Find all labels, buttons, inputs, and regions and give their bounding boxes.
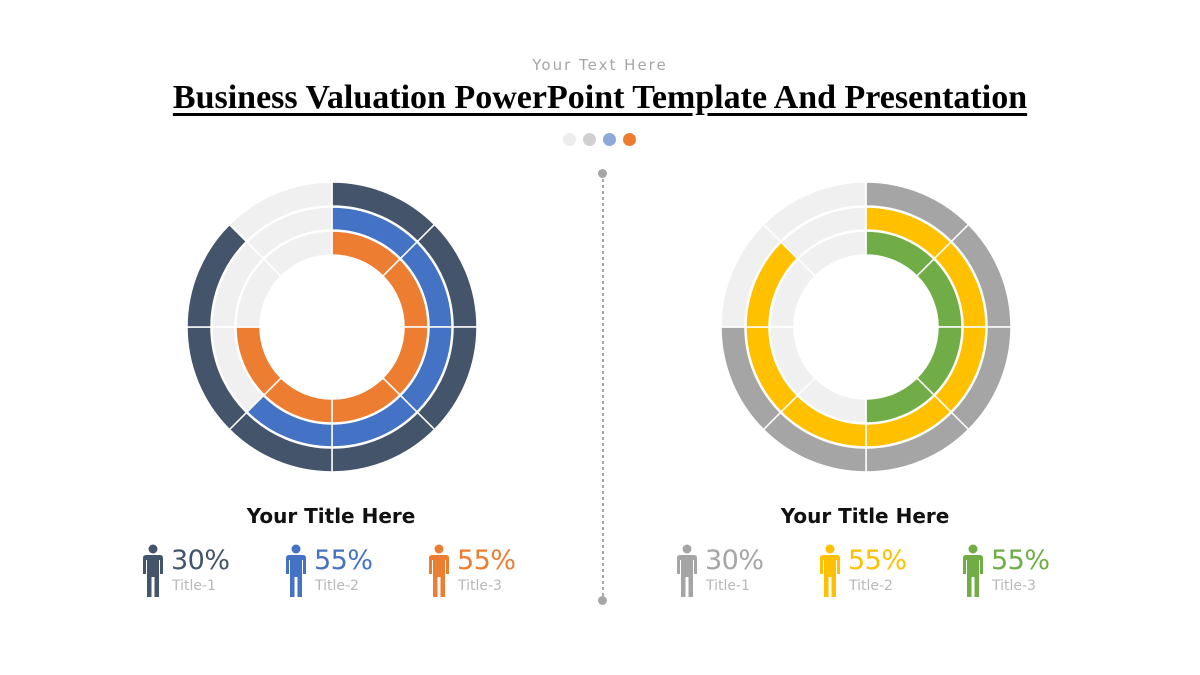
page-title-text: Business Valuation PowerPoint Template A…: [172, 79, 1028, 116]
subtitle: Your Text Here: [532, 56, 668, 74]
dot-2: [583, 133, 596, 146]
legend-value: 55%: [991, 545, 1050, 576]
dot-3: [603, 133, 616, 146]
left-panel-title: Your Title Here: [246, 504, 416, 528]
right-legend: 30% Title-1 55% Title-2 55% Title-3: [676, 543, 1105, 599]
person-icon: [677, 544, 697, 597]
legend-label: Title-1: [172, 578, 216, 594]
divider-line: [601, 173, 604, 601]
inner-ring-segment: [797, 230, 867, 278]
right-donut-chart: [720, 181, 1012, 473]
legend-label: Title-3: [992, 578, 1036, 594]
legend-label: Title-2: [849, 578, 893, 594]
legend-item: 55% Title-3: [428, 543, 571, 599]
legend-item: 55% Title-2: [285, 543, 428, 599]
outer-ring-segment: [228, 181, 333, 243]
legend-label: Title-2: [315, 578, 359, 594]
left-panel: Your Title Here 30% Title-1 55% Title-2 55…: [142, 181, 571, 599]
person-icon: [286, 544, 306, 597]
person-icon: [429, 544, 449, 597]
dot-1: [563, 133, 576, 146]
center-divider: [598, 169, 607, 605]
legend-value: 55%: [848, 545, 907, 576]
divider-dot-bottom: [598, 596, 607, 605]
legend-item: 30% Title-1: [676, 543, 819, 599]
person-icon: [820, 544, 840, 597]
decorative-dots: [563, 133, 636, 146]
right-panel-title: Your Title Here: [780, 504, 950, 528]
outer-ring-segment: [762, 181, 867, 243]
left-donut-chart: [186, 181, 478, 473]
person-icon: [143, 544, 163, 597]
divider-dot-top: [598, 169, 607, 178]
legend-value: 55%: [457, 545, 516, 576]
legend-label: Title-3: [458, 578, 502, 594]
person-icon: [963, 544, 983, 597]
legend-value: 30%: [171, 545, 230, 576]
right-panel: Your Title Here 30% Title-1 55% Title-2 55…: [534, 0, 1134, 675]
middle-ring-segment: [780, 206, 867, 260]
dot-4: [623, 133, 636, 146]
inner-ring-segment: [263, 230, 333, 278]
legend-item: 55% Title-2: [819, 543, 962, 599]
legend-value: 30%: [705, 545, 764, 576]
legend-label: Title-1: [706, 578, 750, 594]
left-legend: 30% Title-1 55% Title-2 55% Title-3: [142, 543, 571, 599]
legend-item: 30% Title-1: [142, 543, 285, 599]
middle-ring-segment: [246, 206, 333, 260]
legend-item: 55% Title-3: [962, 543, 1105, 599]
page-title: Business Valuation PowerPoint Template A…: [0, 78, 1200, 118]
legend-value: 55%: [314, 545, 373, 576]
